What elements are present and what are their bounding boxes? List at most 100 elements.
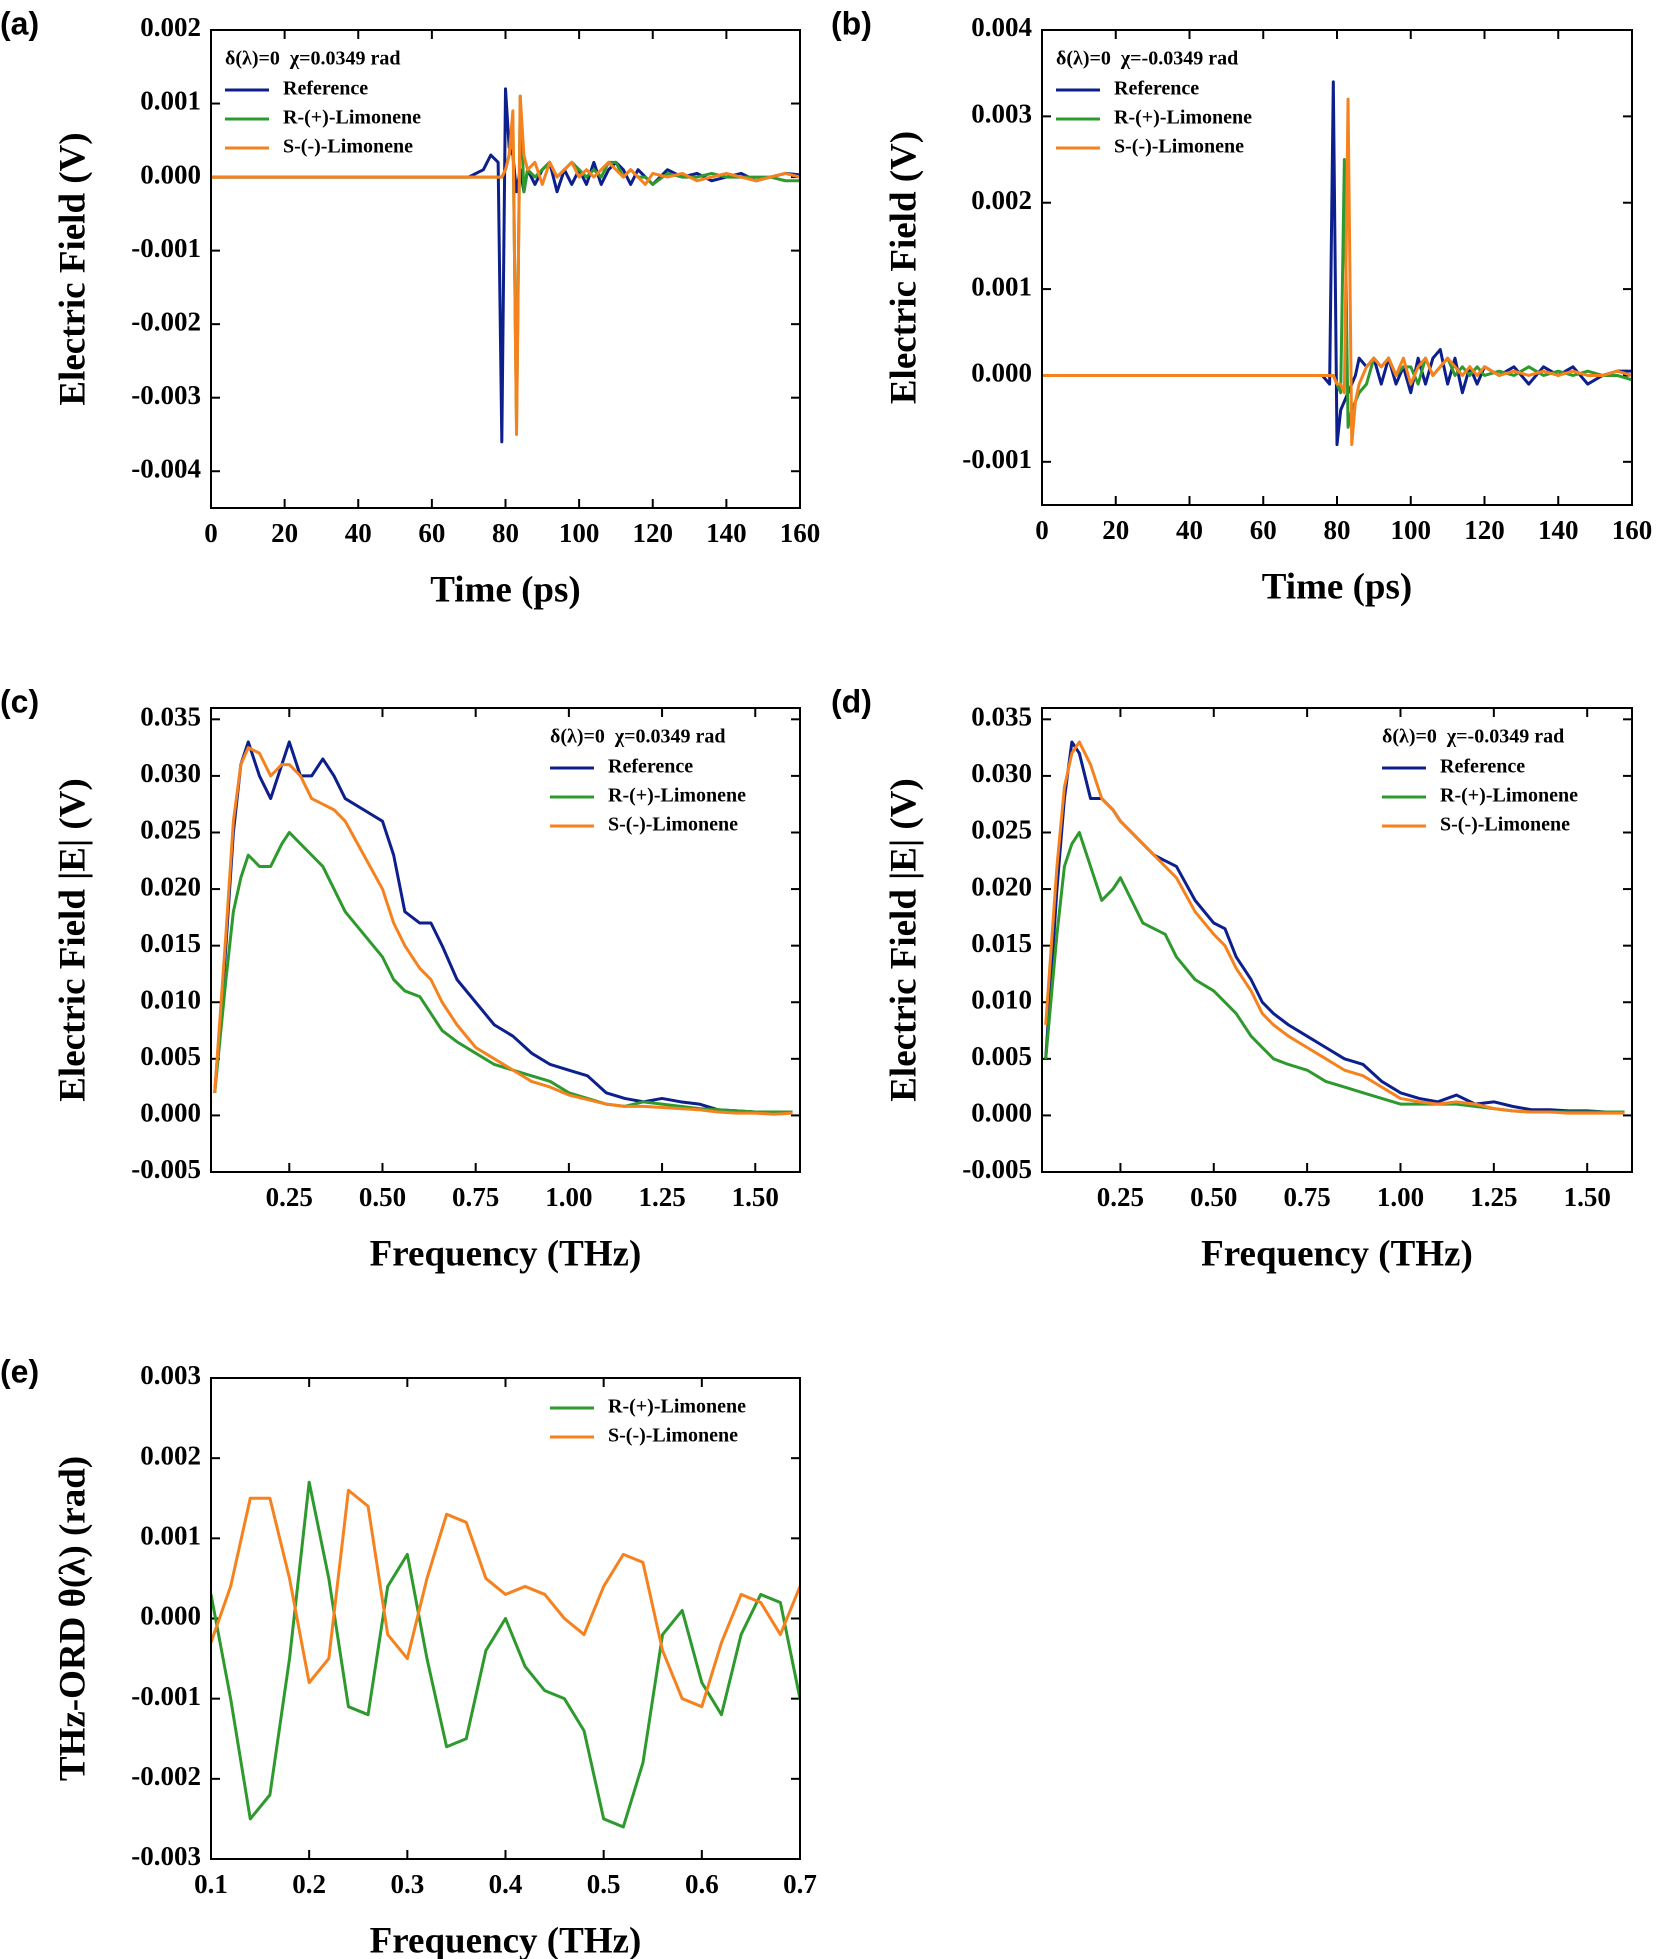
panel-label: (e) [0,1353,39,1389]
x-tick-label: 160 [1612,515,1653,545]
x-axis-title: Frequency (THz) [1201,1233,1473,1274]
legend-label: Reference [1114,78,1199,100]
legend-label: S-(-)-Limonene [608,1425,738,1447]
y-tick-label: -0.002 [131,1761,201,1791]
legend-label: S-(-)-Limonene [283,136,413,158]
legend-label: Reference [283,78,368,100]
series-line [1042,97,1632,447]
x-tick-label: 0.50 [359,1182,406,1212]
y-tick-label: 0.030 [971,758,1032,788]
x-tick-label: 0.6 [685,1869,719,1899]
panel-label: (a) [0,5,39,41]
legend-label: R-(+)-Limonene [1440,785,1578,807]
x-tick-label: 0.7 [783,1869,817,1899]
legend-label: S-(-)-Limonene [1114,136,1244,158]
legend-label: Reference [608,756,693,778]
legend-label: R-(+)-Limonene [1114,107,1252,129]
y-tick-label: -0.005 [131,1154,201,1184]
x-tick-label: 0.1 [194,1869,228,1899]
series-line [1044,830,1625,1114]
legend-label: Reference [1440,756,1525,778]
series-line [211,87,800,444]
x-tick-label: 1.50 [1564,1182,1611,1212]
x-tick-label: 0.50 [1190,1182,1237,1212]
annotation: δ(λ)=0 χ=-0.0349 rad [1056,48,1238,70]
y-tick-label: -0.003 [131,1841,201,1871]
y-tick-label: 0.001 [971,271,1032,301]
y-axis-title: Electric Field |E| (V) [52,778,93,1102]
x-tick-label: 100 [1391,515,1432,545]
y-tick-label: -0.003 [131,380,201,410]
x-tick-label: 140 [1538,515,1579,545]
x-tick-label: 20 [271,518,298,548]
panel-label: (d) [831,683,872,719]
x-tick-label: 0.3 [390,1869,424,1899]
x-tick-label: 60 [1250,515,1277,545]
x-tick-label: 0.5 [587,1869,621,1899]
x-tick-label: 160 [780,518,821,548]
series-line [211,1480,800,1829]
y-tick-label: 0.002 [140,12,201,42]
x-tick-label: 1.50 [732,1182,779,1212]
annotation: δ(λ)=0 χ=0.0349 rad [225,48,401,70]
y-tick-label: 0.002 [971,185,1032,215]
x-tick-label: 0 [1035,515,1049,545]
x-tick-label: 100 [559,518,600,548]
y-tick-label: 0.003 [971,99,1032,129]
legend-label: S-(-)-Limonene [1440,814,1570,836]
x-tick-label: 0.75 [1284,1182,1331,1212]
legend-label: S-(-)-Limonene [608,814,738,836]
y-tick-label: 0.010 [971,984,1032,1014]
y-tick-label: 0.015 [140,928,201,958]
y-tick-label: -0.002 [131,306,201,336]
y-tick-label: 0.001 [140,86,201,116]
panel-label: (b) [831,5,872,41]
x-tick-label: 0 [204,518,218,548]
annotation: δ(λ)=0 χ=-0.0349 rad [1382,726,1564,748]
y-tick-label: 0.020 [140,871,201,901]
x-axis-title: Frequency (THz) [370,1233,642,1274]
plot-frame [210,1377,801,1860]
y-axis-title: Electric Field (V) [883,131,924,404]
x-axis-title: Time (ps) [430,569,580,610]
y-axis-title: Electric Field |E| (V) [883,778,924,1102]
x-tick-label: 80 [1324,515,1351,545]
y-tick-label: 0.000 [971,1098,1032,1128]
y-tick-label: 0.003 [140,1360,201,1390]
y-axis-title: THz-ORD θ(λ) (rad) [52,1456,93,1781]
y-tick-label: 0.025 [140,815,201,845]
x-tick-label: 80 [492,518,519,548]
y-tick-label: 0.010 [140,984,201,1014]
annotation: δ(λ)=0 χ=0.0349 rad [550,726,726,748]
series-line [1044,740,1625,1115]
x-tick-label: 1.00 [545,1182,592,1212]
y-tick-label: 0.025 [971,815,1032,845]
x-axis-title: Time (ps) [1262,566,1412,607]
legend-label: R-(+)-Limonene [608,1396,746,1418]
x-axis-title: Frequency (THz) [370,1920,642,1959]
series-line [211,1488,800,1709]
plot-frame [1041,707,1633,1173]
x-tick-label: 0.4 [489,1869,523,1899]
x-tick-label: 20 [1102,515,1129,545]
y-tick-label: -0.001 [962,444,1032,474]
x-tick-label: 40 [1176,515,1203,545]
plot-frame [210,707,801,1173]
y-tick-label: 0.035 [140,702,201,732]
y-tick-label: 0.000 [140,159,201,189]
y-tick-label: 0.000 [140,1601,201,1631]
y-tick-label: -0.005 [962,1154,1032,1184]
x-tick-label: 40 [345,518,372,548]
y-tick-label: 0.004 [971,12,1032,42]
y-tick-label: 0.030 [140,758,201,788]
y-tick-label: 0.001 [140,1521,201,1551]
y-tick-label: -0.001 [131,233,201,263]
series-line [213,830,793,1114]
x-tick-label: 1.25 [1470,1182,1517,1212]
y-tick-label: 0.000 [140,1098,201,1128]
y-tick-label: 0.020 [971,871,1032,901]
y-tick-label: 0.005 [971,1041,1032,1071]
y-tick-label: 0.002 [140,1440,201,1470]
legend-label: R-(+)-Limonene [283,107,421,129]
